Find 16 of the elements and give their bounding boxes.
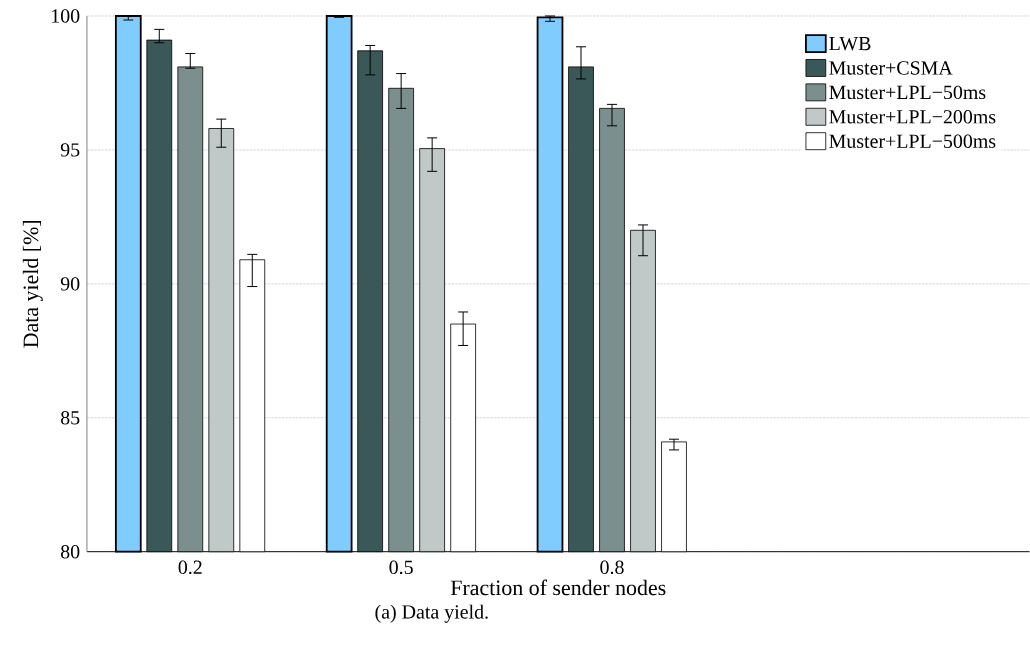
legend-label: Muster+LPL−500ms bbox=[829, 134, 996, 149]
legend-label: LWB bbox=[829, 37, 871, 51]
y-tick-label: 80 bbox=[60, 545, 80, 559]
y-tick-label: 100 bbox=[52, 9, 80, 23]
text: (a) Data yield. bbox=[375, 604, 488, 623]
y-tick-label: 95 bbox=[60, 143, 80, 157]
y-tick-label: 90 bbox=[60, 277, 80, 291]
y-axis-title: Data yield [%] bbox=[22, 221, 43, 348]
x-axis-title: Fraction of sender nodes bbox=[450, 579, 666, 596]
legend-label: Muster+LPL−50ms bbox=[829, 85, 986, 100]
legend-label: Muster+CSMA bbox=[829, 61, 953, 75]
y-tick-label: 85 bbox=[60, 411, 80, 425]
legend-label: Muster+LPL−200ms bbox=[829, 110, 996, 124]
x-tick-label: 0.2 bbox=[178, 560, 202, 575]
x-tick-label: 0.8 bbox=[600, 560, 624, 575]
x-tick-label: 0.5 bbox=[389, 560, 413, 575]
